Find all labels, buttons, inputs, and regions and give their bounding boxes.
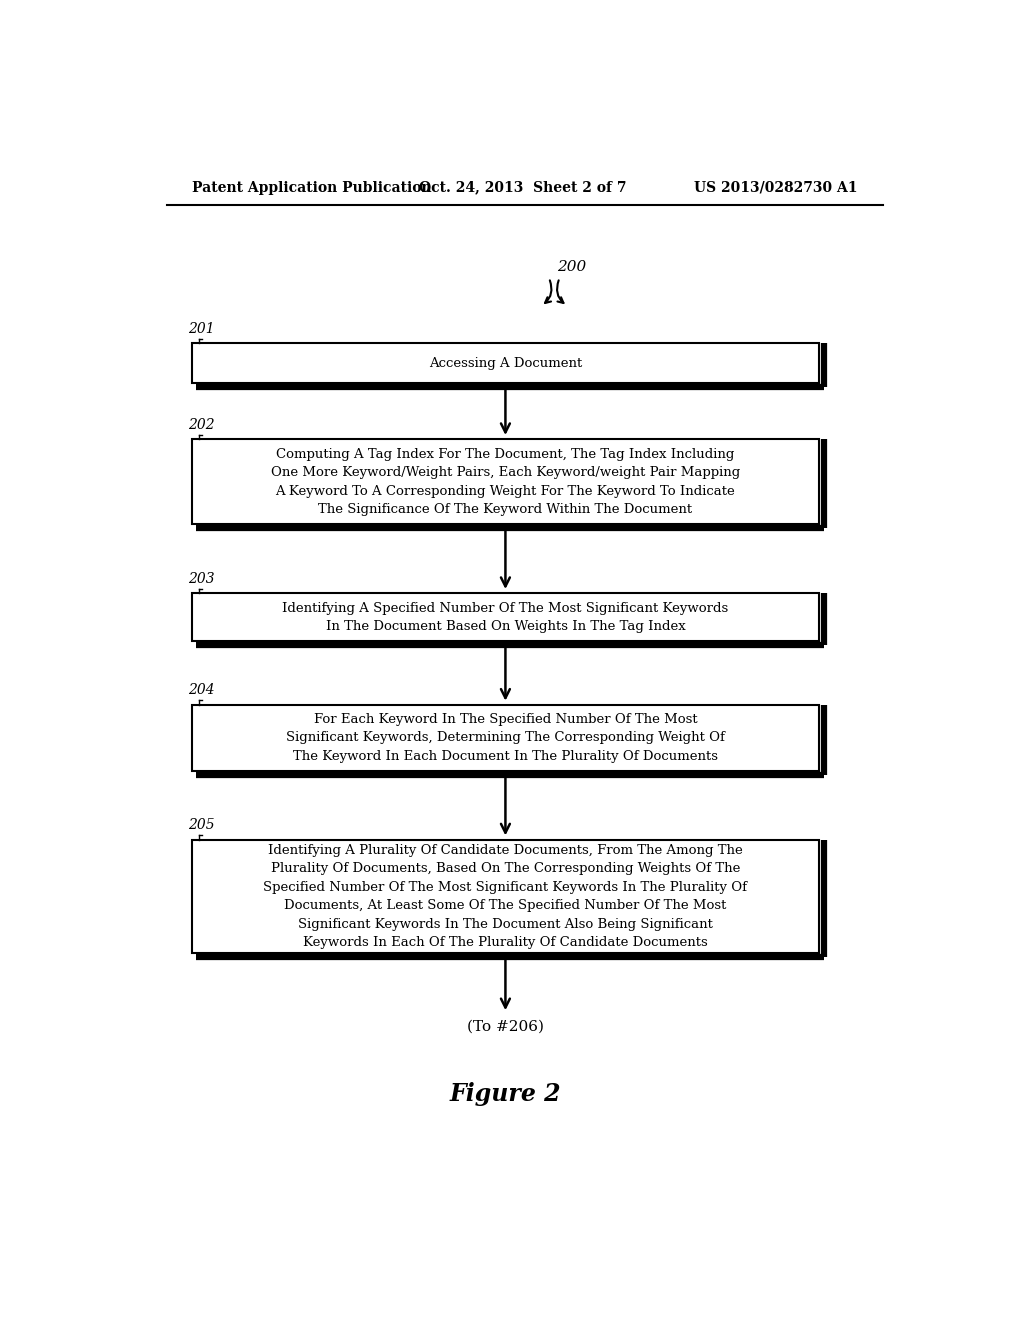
Bar bbox=[191, 343, 819, 383]
Text: Identifying A Specified Number Of The Most Significant Keywords
In The Document : Identifying A Specified Number Of The Mo… bbox=[283, 602, 728, 634]
Text: 202: 202 bbox=[188, 417, 215, 432]
Text: Figure 2: Figure 2 bbox=[450, 1082, 561, 1106]
Text: (To #206): (To #206) bbox=[467, 1020, 544, 1034]
Text: 204: 204 bbox=[188, 684, 215, 697]
Bar bbox=[191, 594, 819, 642]
Text: Patent Application Publication: Patent Application Publication bbox=[191, 181, 431, 194]
Text: 200: 200 bbox=[557, 260, 586, 275]
Bar bbox=[191, 840, 819, 953]
Text: Identifying A Plurality Of Candidate Documents, From The Among The
Plurality Of : Identifying A Plurality Of Candidate Doc… bbox=[263, 843, 748, 949]
Text: Accessing A Document: Accessing A Document bbox=[429, 356, 582, 370]
Text: 205: 205 bbox=[188, 818, 215, 832]
Bar bbox=[191, 705, 819, 771]
Text: 201: 201 bbox=[188, 322, 215, 335]
Text: For Each Keyword In The Specified Number Of The Most
Significant Keywords, Deter: For Each Keyword In The Specified Number… bbox=[286, 713, 725, 763]
Text: Oct. 24, 2013  Sheet 2 of 7: Oct. 24, 2013 Sheet 2 of 7 bbox=[419, 181, 626, 194]
Bar bbox=[191, 440, 819, 524]
Text: 203: 203 bbox=[188, 572, 215, 586]
Text: Computing A Tag Index For The Document, The Tag Index Including
One More Keyword: Computing A Tag Index For The Document, … bbox=[270, 447, 740, 516]
Text: US 2013/0282730 A1: US 2013/0282730 A1 bbox=[693, 181, 857, 194]
